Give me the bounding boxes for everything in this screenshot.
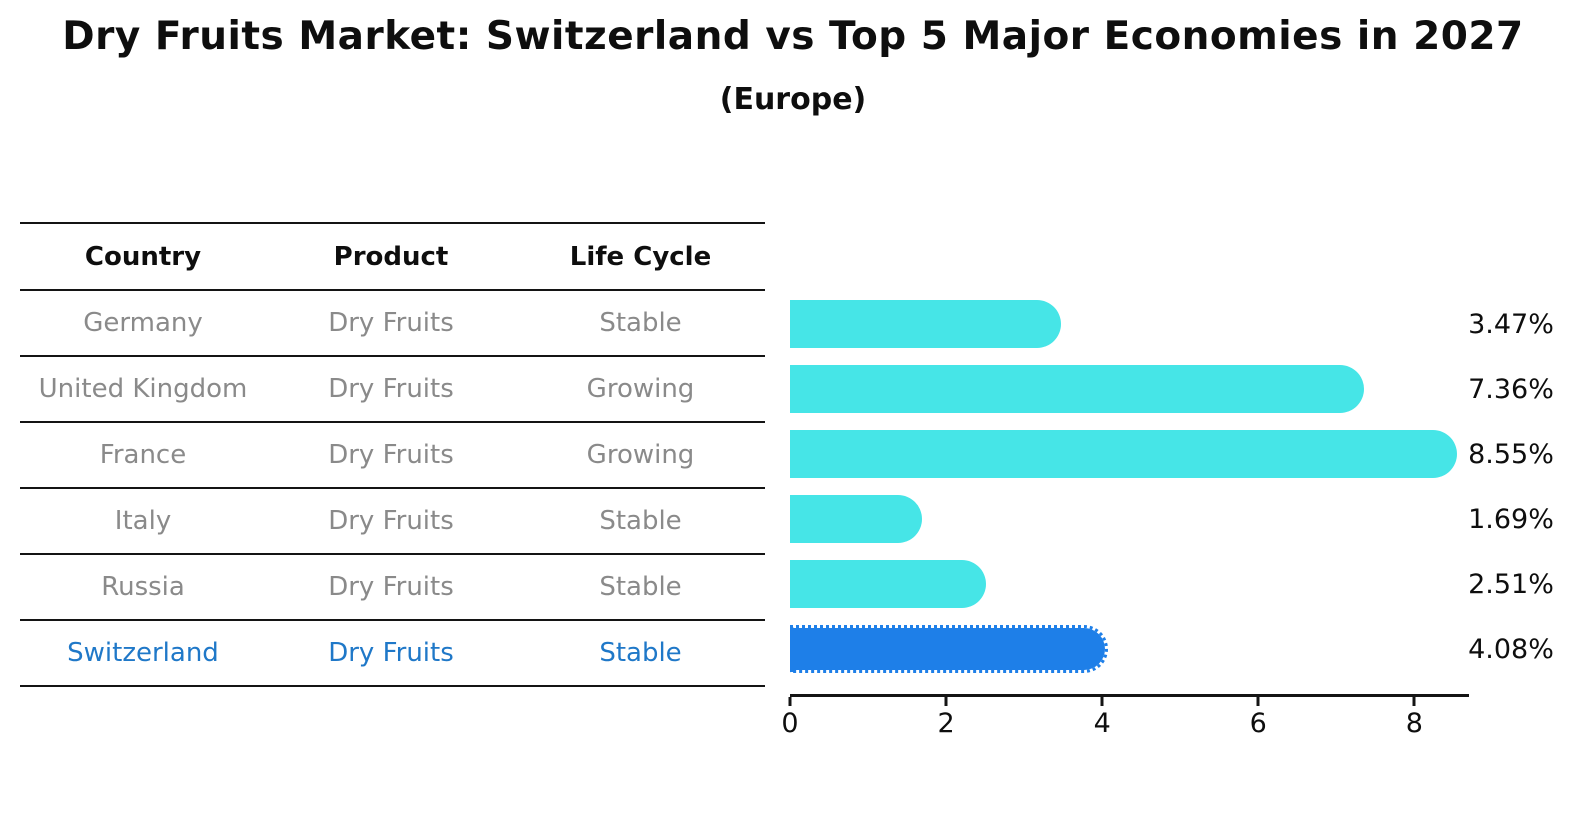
bar-germany (790, 300, 1061, 348)
value-label-france: 8.55% (1468, 438, 1554, 470)
bar-italy (790, 495, 922, 543)
table-row-united-kingdom: United Kingdom Dry Fruits Growing (20, 357, 765, 423)
table-row-france: France Dry Fruits Growing (20, 423, 765, 489)
cell-life-cycle: Growing (586, 374, 695, 404)
bar-russia (790, 560, 986, 608)
cell-country: Switzerland (67, 638, 219, 668)
x-tick-label-8: 8 (1405, 708, 1423, 739)
x-tick-label-6: 6 (1249, 708, 1267, 739)
x-tick-label-4: 4 (1093, 708, 1111, 739)
cell-product: Dry Fruits (328, 506, 454, 536)
value-label-switzerland: 4.08% (1468, 633, 1554, 665)
table-body: Germany Dry Fruits Stable United Kingdom Dry… (20, 291, 765, 687)
x-tick-mark-8 (1412, 697, 1416, 706)
cell-life-cycle: Stable (599, 638, 682, 668)
x-tick-mark-2 (944, 697, 948, 706)
cell-country: France (99, 440, 187, 470)
value-label-italy: 1.69% (1468, 503, 1554, 535)
x-tick-mark-0 (788, 697, 792, 706)
col-header-country: Country (84, 241, 202, 272)
cell-product: Dry Fruits (328, 638, 454, 668)
value-labels-layer: 3.47% 7.36% 8.55% 1.69% 2.51% 4.08% (1455, 300, 1575, 760)
cell-country: Russia (101, 572, 185, 602)
value-label-russia: 2.51% (1468, 568, 1554, 600)
country-table: Country Product Life Cycle Germany Dry Fr… (20, 222, 765, 687)
chart-title: Dry Fruits Market: Switzerland vs Top 5 … (62, 14, 1524, 59)
cell-product: Dry Fruits (328, 374, 454, 404)
cell-life-cycle: Stable (599, 572, 682, 602)
x-tick-label-0: 0 (781, 708, 799, 739)
cell-product: Dry Fruits (328, 572, 454, 602)
table-row-italy: Italy Dry Fruits Stable (20, 489, 765, 555)
x-tick-label-2: 2 (937, 708, 955, 739)
value-label-germany: 3.47% (1468, 308, 1554, 340)
value-label-united-kingdom: 7.36% (1468, 373, 1554, 405)
x-tick-mark-6 (1256, 697, 1260, 706)
table-row-germany: Germany Dry Fruits Stable (20, 291, 765, 357)
cell-life-cycle: Growing (586, 440, 695, 470)
cell-country: Germany (83, 308, 203, 338)
bar-france (790, 430, 1457, 478)
table-header-row: Country Product Life Cycle (20, 224, 765, 291)
table-row-russia: Russia Dry Fruits Stable (20, 555, 765, 621)
cell-country: Italy (114, 506, 172, 536)
bar-plot: 0 2 4 6 8 (781, 300, 1586, 760)
col-header-lifecycle: Life Cycle (569, 241, 712, 272)
cell-product: Dry Fruits (328, 308, 454, 338)
bar-united-kingdom (790, 365, 1364, 413)
cell-life-cycle: Stable (599, 506, 682, 536)
col-header-product: Product (333, 241, 449, 272)
cell-life-cycle: Stable (599, 308, 682, 338)
x-tick-mark-4 (1100, 697, 1104, 706)
x-axis-line (790, 694, 1469, 697)
bar-switzerland (790, 625, 1108, 673)
cell-country: United Kingdom (38, 374, 248, 404)
table-row-switzerland: Switzerland Dry Fruits Stable (20, 621, 765, 687)
cell-product: Dry Fruits (328, 440, 454, 470)
chart-subtitle: (Europe) (719, 82, 867, 117)
